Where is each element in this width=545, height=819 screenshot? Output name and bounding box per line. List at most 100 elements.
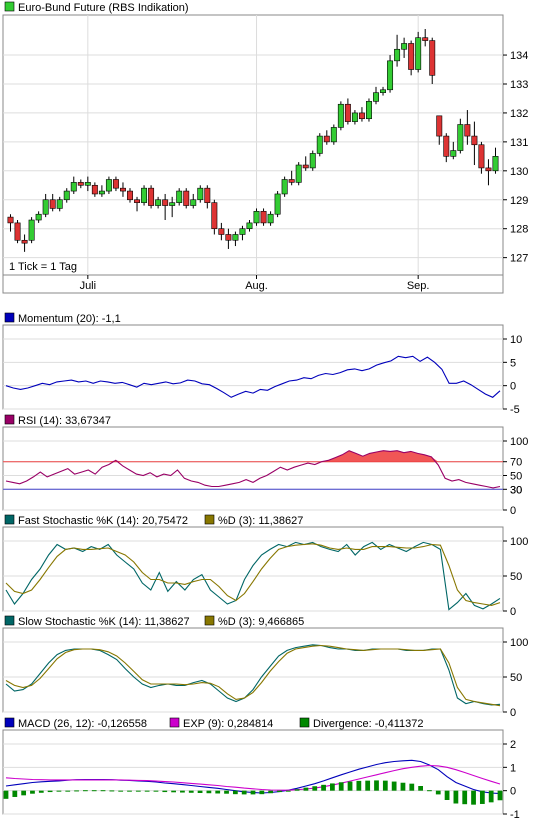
candle-body-16 — [120, 187, 126, 192]
candle-body-7 — [56, 199, 63, 209]
divergence-bar-47 — [418, 786, 423, 791]
divergence-bar-39 — [347, 781, 353, 791]
candle-body-20 — [148, 187, 155, 206]
candle-body-21 — [155, 199, 162, 206]
divergence-bar-19 — [171, 790, 176, 793]
candle-body-40 — [288, 179, 295, 183]
divergence-bar-41 — [365, 780, 371, 791]
divergence-bar-20 — [180, 790, 185, 793]
legend-swatch-slow_stochastic-0 — [4, 615, 15, 626]
legend-swatch-macd-1 — [169, 717, 180, 728]
divergence-bar-37 — [330, 783, 335, 791]
candle-body-59 — [422, 37, 429, 41]
candle-body-49 — [351, 112, 358, 122]
divergence-bar-25 — [224, 790, 229, 794]
legend-swatch-slow_stochastic-1 — [204, 615, 215, 626]
legend-label-momentum-0: Momentum (20): -1,1 — [18, 313, 121, 325]
legend-swatch-fast_stochastic-1 — [204, 514, 215, 525]
candle-body-53 — [380, 89, 386, 93]
ytick-label-price-7: 134 — [510, 50, 528, 62]
candle-body-28 — [204, 187, 211, 203]
legend-label-fast_stochastic-1: %D (3): 11,38627 — [218, 515, 303, 527]
divergence-bar-36 — [321, 784, 326, 791]
ytick-label-rsi-3: 30 — [510, 484, 522, 496]
ytick-label-price-2: 129 — [510, 195, 528, 207]
candle-body-14 — [105, 179, 112, 192]
panel-frame-macd — [2, 729, 504, 815]
divergence-bar-30 — [268, 790, 274, 794]
divergence-bar-8 — [74, 790, 79, 792]
candle-body-57 — [408, 43, 415, 70]
candle-body-46 — [330, 127, 337, 143]
ytick-label-fast_stochastic-2: 0 — [510, 606, 516, 618]
divergence-bar-42 — [374, 780, 379, 791]
rsi-overbought-fill — [6, 450, 500, 462]
candle-body-62 — [443, 135, 450, 157]
ytick-label-rsi-0: 100 — [510, 436, 528, 448]
candle-body-22 — [162, 199, 169, 206]
ytick-label-macd-3: -1 — [510, 809, 520, 819]
divergence-bar-9 — [83, 790, 88, 792]
ytick-label-fast_stochastic-1: 50 — [510, 571, 522, 583]
ytick-label-price-1: 128 — [510, 224, 528, 236]
divergence-bar-51 — [453, 790, 459, 804]
candle-body-19 — [141, 187, 148, 203]
rsi-series-line-0 — [5, 450, 501, 489]
candle-body-13 — [98, 190, 105, 195]
candle-body-52 — [373, 92, 379, 102]
legend-label-fast_stochastic-0: Fast Stochastic %K (14): 20,75472 — [18, 515, 188, 527]
panel-frame-rsi — [2, 426, 504, 511]
divergence-bar-16 — [144, 790, 150, 792]
divergence-bar-23 — [206, 790, 212, 794]
candle-body-69 — [492, 156, 499, 172]
divergence-bar-38 — [338, 782, 344, 791]
divergence-bar-26 — [232, 790, 238, 795]
candle-body-54 — [387, 60, 394, 91]
candle-body-56 — [401, 43, 408, 50]
candle-body-61 — [436, 115, 443, 137]
candle-body-23 — [169, 202, 176, 206]
divergence-bar-53 — [471, 790, 476, 805]
divergence-bar-1 — [12, 790, 18, 797]
ytick-label-rsi-2: 50 — [510, 471, 522, 483]
ytick-label-momentum-3: -5 — [510, 404, 520, 416]
divergence-bar-50 — [444, 790, 450, 800]
ytick-label-macd-1: 1 — [510, 762, 516, 774]
ytick-label-momentum-2: 0 — [510, 381, 516, 393]
legend-label-slow_stochastic-1: %D (3): 9,466865 — [218, 616, 304, 628]
candle-body-26 — [190, 199, 197, 206]
ytick-label-slow_stochastic-1: 50 — [510, 672, 522, 684]
legend-swatch-price — [4, 1, 15, 12]
ytick-label-slow_stochastic-0: 100 — [510, 637, 528, 649]
divergence-bar-28 — [250, 790, 256, 795]
divergence-bar-14 — [127, 790, 132, 792]
panel-frame-fast_stochastic — [2, 526, 504, 612]
legend-label-price: Euro-Bund Future (RBS Indikation) — [18, 2, 189, 14]
divergence-bar-6 — [56, 790, 62, 792]
ytick-label-slow_stochastic-2: 0 — [510, 707, 516, 719]
candle-body-34 — [246, 222, 253, 229]
legend-swatch-rsi-0 — [4, 414, 15, 425]
candle-body-15 — [112, 179, 119, 189]
macd-series-line-1 — [5, 764, 501, 791]
momentum-series-line-0 — [5, 355, 501, 398]
ytick-label-macd-2: 0 — [510, 786, 516, 798]
divergence-bar-56 — [497, 790, 503, 801]
rsi-30-label: 30 — [510, 484, 522, 496]
candle-body-12 — [91, 184, 98, 195]
candle-body-31 — [225, 234, 232, 241]
divergence-bar-0 — [3, 790, 9, 799]
ytick-label-fast_stochastic-0: 100 — [510, 536, 528, 548]
candle-body-41 — [295, 164, 302, 183]
divergence-bar-5 — [47, 790, 53, 793]
candle-body-55 — [394, 48, 401, 62]
ytick-label-momentum-1: 5 — [510, 357, 516, 369]
divergence-bar-24 — [215, 790, 221, 794]
candle-body-42 — [302, 164, 309, 169]
divergence-bar-12 — [109, 790, 115, 792]
legend-swatch-macd-2 — [299, 717, 310, 728]
ytick-label-momentum-0: 10 — [510, 334, 522, 346]
panel-frame-momentum — [2, 324, 504, 410]
